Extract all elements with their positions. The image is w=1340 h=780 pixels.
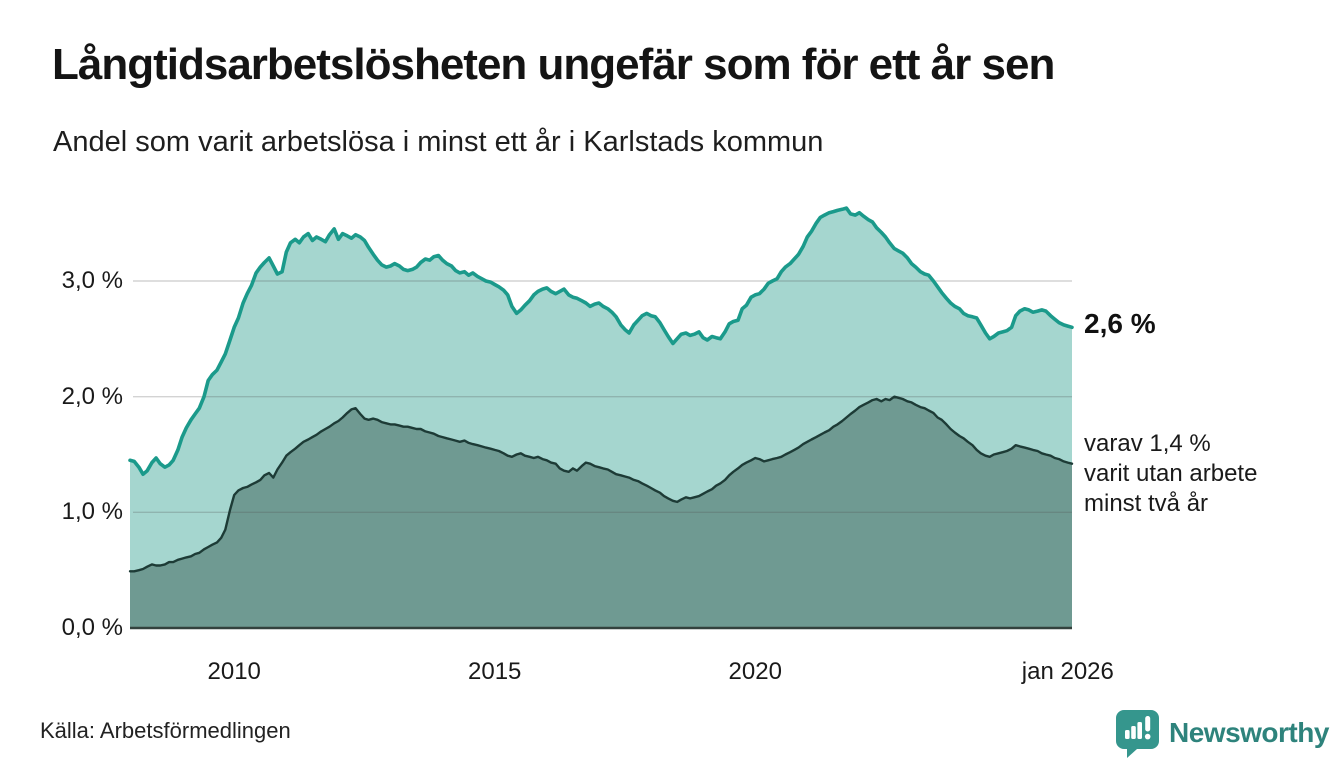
chart-subtitle: Andel som varit arbetslösa i minst ett å… <box>53 126 824 158</box>
x-axis-tick-label: 2020 <box>728 658 782 685</box>
x-axis-tick-label: 2015 <box>468 658 522 685</box>
breakdown-line-2: varit utan arbete <box>1084 460 1258 487</box>
y-axis-tick-label: 3,0 % <box>61 266 123 294</box>
breakdown-line-1: varav 1,4 % <box>1084 430 1211 457</box>
brand-name: Newsworthy <box>1169 717 1329 748</box>
x-axis-tick-label: jan 2026 <box>1021 658 1114 685</box>
series-line-min-one-year <box>128 206 1074 477</box>
chart-title: Långtidsarbetslösheten ungefär som för e… <box>52 40 1055 89</box>
breakdown-annotation: varav 1,4 % varit utan arbete minst två … <box>1084 429 1257 519</box>
brand-logo: Newsworthy <box>1114 708 1329 758</box>
y-axis-tick-label: 2,0 % <box>61 382 123 410</box>
source-note: Källa: Arbetsförmedlingen <box>40 718 291 743</box>
x-axis-tick-label: 2010 <box>207 658 261 685</box>
latest-value-annotation: 2,6 % <box>1084 308 1156 339</box>
breakdown-line-3: minst två år <box>1084 490 1209 517</box>
bar-chart-speech-bubble-icon <box>1116 710 1159 758</box>
y-axis-tick-label: 1,0 % <box>61 498 123 526</box>
area-fill-min-two-years <box>130 396 1072 628</box>
series-line-min-two-years <box>128 395 1074 573</box>
y-axis-tick-label: 0,0 % <box>61 614 123 641</box>
